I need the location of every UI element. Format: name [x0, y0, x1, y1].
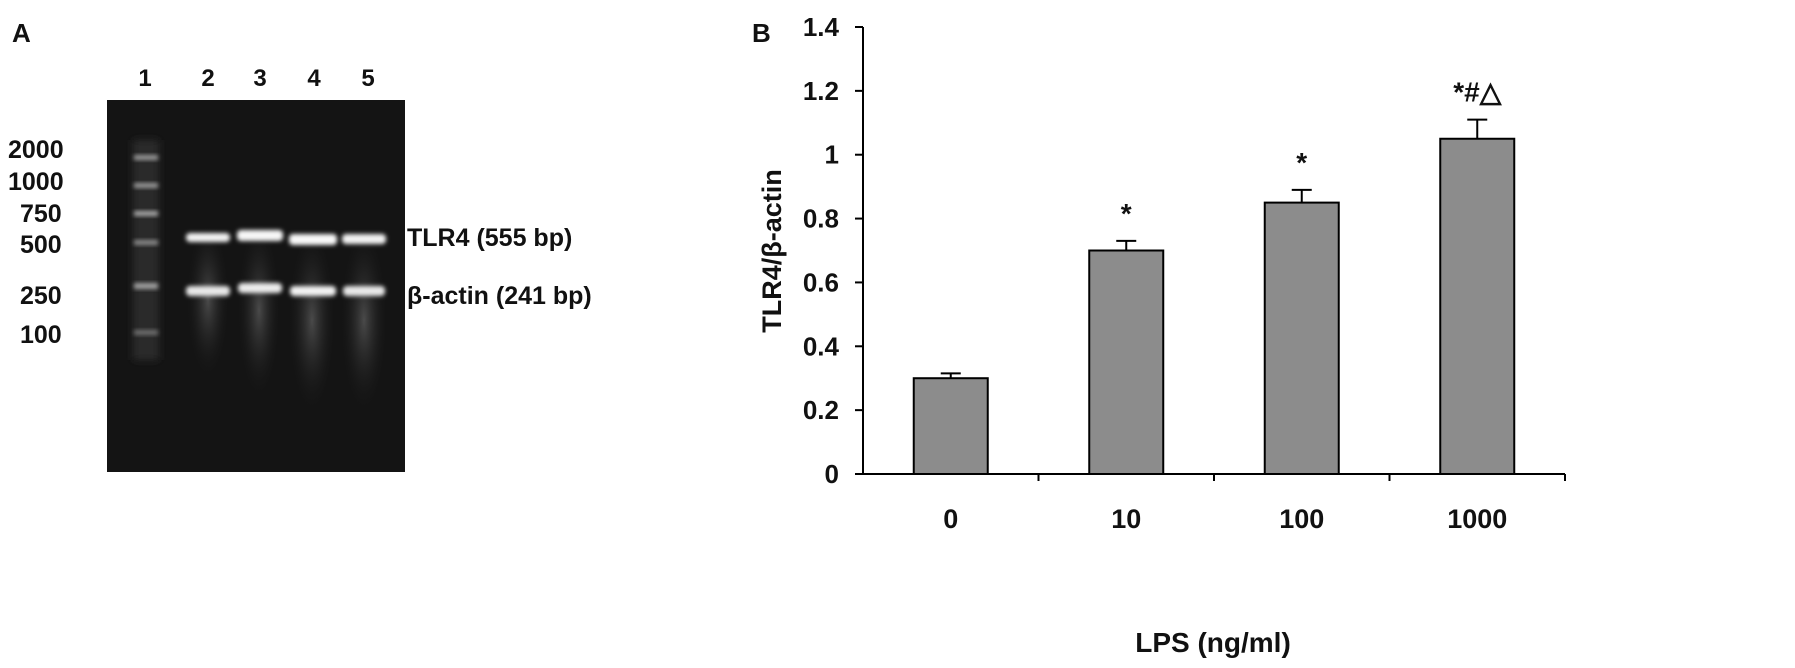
ladder-label: 750 [20, 200, 62, 228]
bar [912, 377, 989, 476]
y-tick-label: 0.4 [803, 331, 840, 361]
ladder-band-100 [134, 330, 158, 335]
y-tick-label: 0.6 [803, 267, 839, 297]
tlr4-band-lane-3 [237, 230, 283, 241]
y-tick-label: 1 [825, 140, 839, 170]
bar [1088, 249, 1165, 475]
y-tick-label: 1.4 [803, 12, 840, 42]
gel-image [107, 100, 405, 472]
x-tick-label: 0 [943, 504, 958, 534]
sample-lane-smears [186, 220, 388, 415]
error-bars [940, 118, 1488, 379]
lane-numbers: 1 2 3 4 5 [138, 65, 374, 92]
y-ticks: 0 0.2 0.4 0.6 0.8 1 1.2 1.4 [803, 12, 863, 489]
ladder-label: 100 [20, 321, 62, 349]
bar [1263, 201, 1340, 475]
ladder-label: 250 [20, 282, 62, 310]
significance-annotations: * * *#△ [1121, 77, 1503, 229]
y-tick-label: 0.8 [803, 204, 839, 234]
tlr4-band-lane-5 [342, 234, 386, 244]
actin-band-label: β-actin (241 bp) [407, 282, 592, 310]
ladder-band-2000 [134, 155, 158, 160]
lane-number: 3 [253, 65, 266, 92]
tlr4-band-lane-2 [186, 233, 230, 242]
ladder-lane [133, 140, 159, 360]
actin-band-lane-5 [343, 286, 385, 296]
x-tick-label: 10 [1111, 504, 1141, 534]
actin-band-lane-4 [290, 286, 336, 296]
significance-marker: * [1121, 198, 1132, 229]
ladder-labels: 2000 1000 750 500 250 100 [8, 136, 64, 349]
bar [1439, 137, 1516, 475]
ladder-band-500 [134, 240, 158, 245]
x-ticks: 0 10 100 1000 [943, 474, 1566, 534]
significance-marker: *#△ [1453, 77, 1502, 108]
bars [912, 137, 1516, 476]
ladder-label: 500 [20, 231, 62, 259]
ladder-band-1000 [134, 183, 158, 188]
ladder-label: 1000 [8, 168, 64, 196]
beta-actin-bands [186, 283, 385, 296]
y-tick-label: 0 [825, 459, 839, 489]
tlr4-band-lane-4 [289, 234, 337, 245]
y-tick-label: 1.2 [803, 76, 839, 106]
panel-b-label: B [752, 18, 771, 48]
y-axis-label: TLR4/β-actin [757, 169, 787, 333]
x-axis-label: LPS (ng/ml) [1135, 627, 1291, 658]
x-tick-label: 100 [1279, 504, 1324, 534]
lane-number: 4 [307, 65, 321, 92]
ladder-label: 2000 [8, 136, 64, 164]
ladder-band-250 [134, 283, 158, 289]
significance-marker: * [1296, 147, 1307, 178]
actin-band-lane-3 [238, 283, 282, 293]
ladder-band-750 [134, 211, 158, 216]
bar-chart: 0 0.2 0.4 0.6 0.8 1 1.2 1.4 0 10 100 1000 * * *#△ TL… [757, 12, 1566, 658]
x-tick-label: 1000 [1447, 504, 1507, 534]
tlr4-bands [186, 230, 386, 245]
lane-number: 5 [361, 65, 374, 92]
tlr4-band-label: TLR4 (555 bp) [407, 224, 572, 252]
y-tick-label: 0.2 [803, 395, 839, 425]
lane-number: 2 [201, 65, 214, 92]
panel-a-label: A [12, 18, 31, 48]
lane-number: 1 [138, 65, 151, 92]
actin-band-lane-2 [186, 286, 230, 296]
